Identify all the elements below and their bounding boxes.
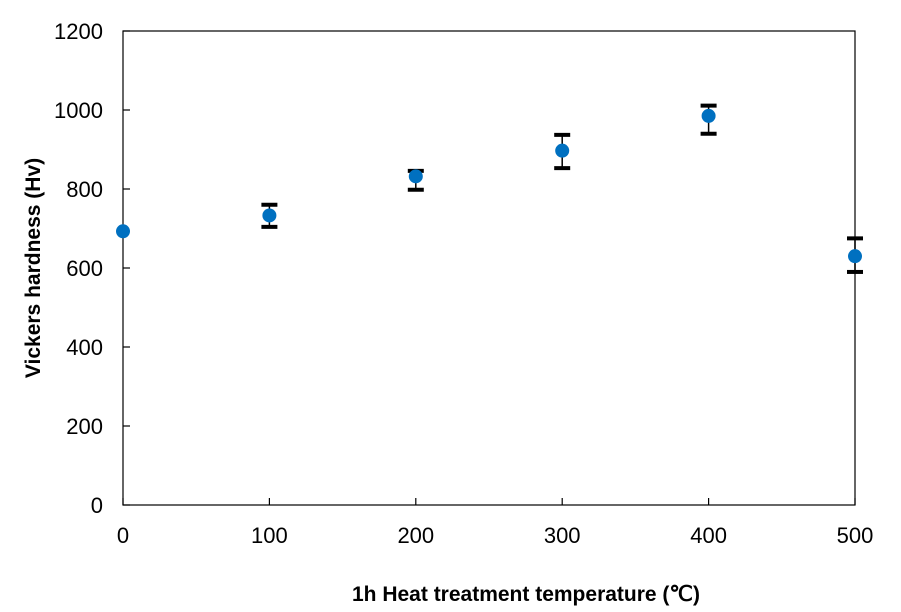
y-tick-label: 600 [66, 256, 103, 281]
y-tick-label: 200 [66, 414, 103, 439]
y-tick-label: 1000 [54, 98, 103, 123]
data-point [262, 208, 277, 223]
data-point [555, 143, 570, 158]
x-tick-label: 200 [397, 523, 434, 548]
y-tick-label: 400 [66, 335, 103, 360]
y-axis-title: Vickers hardness (Hv) [22, 158, 45, 378]
x-tick-label: 0 [117, 523, 129, 548]
y-axis: 0 200 400 600 800 1000 1200 [54, 19, 130, 518]
x-axis-title: 1h Heat treatment temperature (℃) [352, 583, 700, 606]
x-tick-label: 500 [837, 523, 874, 548]
data-point [848, 249, 862, 264]
data-point [408, 169, 423, 184]
y-tick-label: 0 [91, 493, 103, 518]
x-axis: 0 100 200 300 400 500 [117, 498, 873, 548]
plot-area [122, 30, 856, 506]
data-points [116, 108, 862, 264]
x-tick-label: 400 [690, 523, 727, 548]
x-tick-label: 300 [544, 523, 581, 548]
x-tick-label: 100 [251, 523, 288, 548]
data-point [701, 108, 716, 123]
y-tick-label: 1200 [54, 19, 103, 44]
y-tick-label: 800 [66, 177, 103, 202]
data-point [116, 224, 130, 239]
